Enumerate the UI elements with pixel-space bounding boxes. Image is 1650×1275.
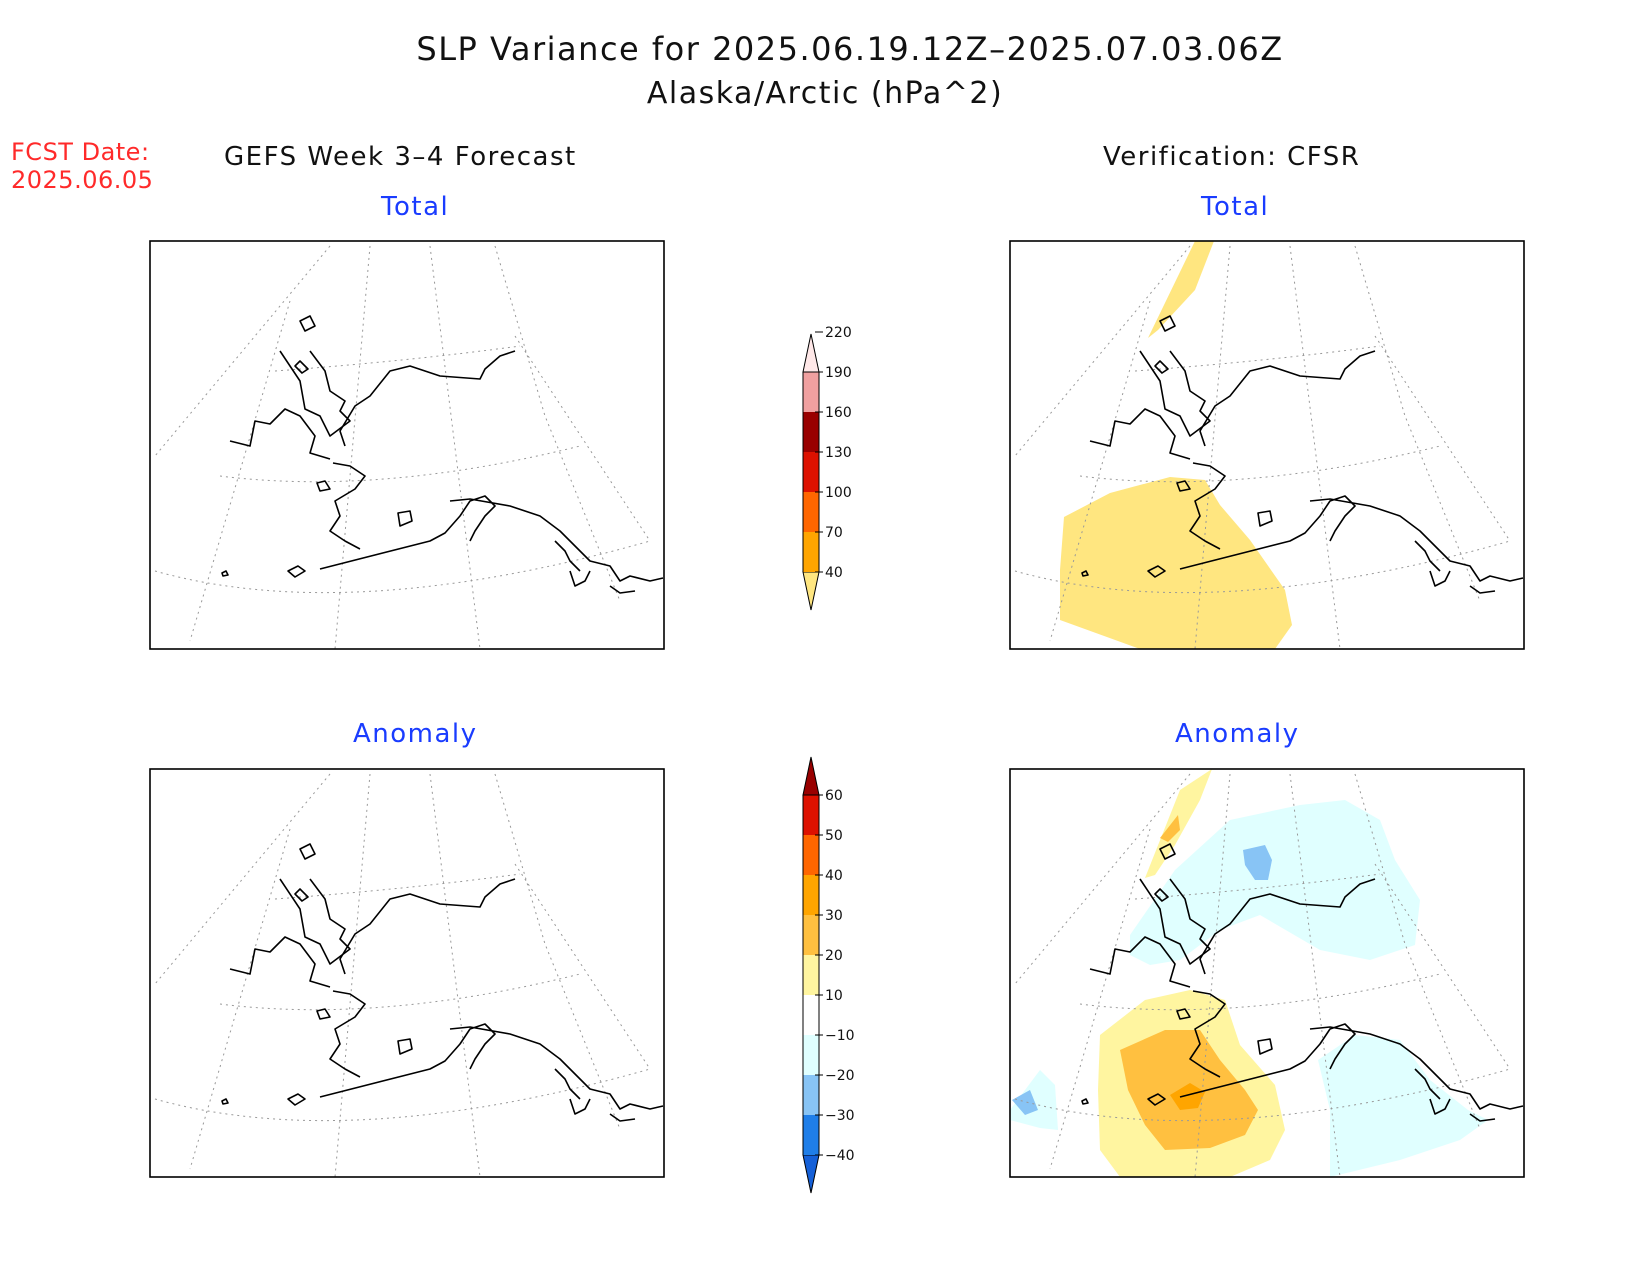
total-colorbar-segment	[803, 372, 819, 412]
anomaly-colorbar-segment	[803, 1115, 819, 1155]
anomaly-colorbar-segment	[803, 995, 819, 1035]
total-colorbar-tick-label: 190	[825, 365, 852, 381]
page-title: SLP Variance for 2025.06.19.12Z–2025.07.…	[416, 30, 1284, 68]
anomaly-colorbar-tick-label: −20	[825, 1068, 855, 1084]
total-colorbar-segment	[803, 452, 819, 492]
panel-top-right	[1014, 241, 1524, 649]
anomaly-colorbar-segment	[803, 955, 819, 995]
panel-frame-top-right	[1009, 240, 1525, 650]
panel-bottom-left	[154, 773, 664, 1177]
total-colorbar-segment	[803, 532, 819, 572]
anomaly-colorbar-segment	[803, 875, 819, 915]
anomaly-colorbar-tick-label: 10	[825, 988, 843, 1004]
anomaly-colorbar-segment	[803, 1035, 819, 1075]
panel-title-bottom-left: Anomaly	[353, 719, 478, 749]
left-column-header: GEFS Week 3–4 Forecast	[224, 142, 577, 172]
anomaly-colorbar-lower-arrow	[802, 1154, 820, 1194]
page-subtitle: Alaska/Arctic (hPa^2)	[646, 76, 1004, 111]
anomaly-colorbar-tick-label: 40	[825, 868, 843, 884]
total-colorbar-tick-label: 70	[825, 525, 843, 541]
anomaly-colorbar-segment	[803, 795, 819, 835]
anomaly-colorbar-tick-label: 50	[825, 828, 843, 844]
total-colorbar-upper-arrow	[802, 333, 820, 373]
anomaly-colorbar-tick-label: −40	[825, 1148, 855, 1164]
anomaly-colorbar-segment	[803, 835, 819, 875]
panel-frame-bottom-right	[1009, 768, 1525, 1178]
total-colorbar-segment	[803, 492, 819, 532]
total-colorbar: 40 70 100 130 160 190 220	[802, 325, 852, 611]
panel-top-left	[154, 245, 664, 649]
forecast-date-label: FCST Date:	[11, 138, 150, 166]
total-colorbar-tick-label: 40	[825, 565, 843, 581]
total-colorbar-tick-label: 160	[825, 405, 852, 421]
panel-bottom-right	[1010, 769, 1524, 1177]
anomaly-colorbar-upper-arrow	[802, 756, 820, 796]
anomaly-colorbar-tick-label: 20	[825, 948, 843, 964]
panel-frame-top-left	[149, 240, 665, 650]
right-column-header: Verification: CFSR	[1103, 142, 1361, 172]
total-colorbar-tick-label: 220	[825, 325, 852, 341]
anomaly-colorbar-tick-label: −10	[825, 1028, 855, 1044]
total-colorbar-tick-label: 130	[825, 445, 852, 461]
panel-title-bottom-right: Anomaly	[1175, 719, 1300, 749]
anomaly-colorbar-segment	[803, 915, 819, 955]
anomaly-colorbar-tick-label: −30	[825, 1108, 855, 1124]
panel-title-top-right: Total	[1201, 192, 1270, 222]
anomaly-colorbar-tick-label: 30	[825, 908, 843, 924]
total-colorbar-tick-label: 100	[825, 485, 852, 501]
anomaly-colorbar-segment	[803, 1075, 819, 1115]
total-colorbar-segment	[803, 412, 819, 452]
total-colorbar-lower-arrow	[802, 571, 820, 611]
panel-title-top-left: Total	[381, 192, 450, 222]
anomaly-colorbar-tick-label: 60	[825, 788, 843, 804]
forecast-date-value: 2025.06.05	[11, 166, 154, 194]
anomaly-colorbar: −40 −30 −20 −10 10 20 30 40 50 60	[802, 756, 855, 1194]
panel-frame-bottom-left	[149, 768, 665, 1178]
